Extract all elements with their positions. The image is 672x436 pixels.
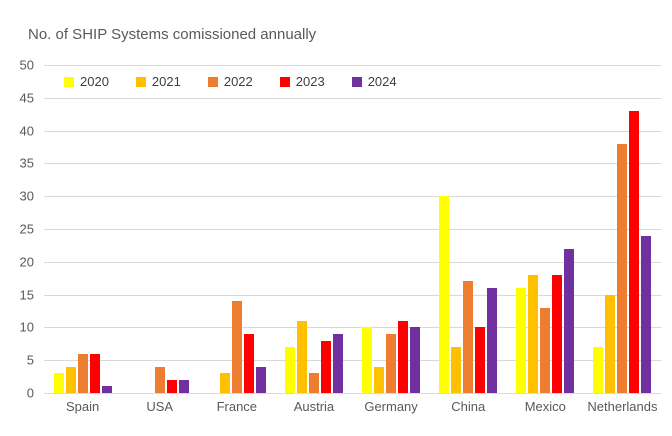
legend-item-2024: 2024 — [351, 74, 397, 89]
bar-mexico-2022 — [540, 307, 551, 393]
bar-netherlands-2021 — [605, 294, 616, 393]
legend-label-2023: 2023 — [295, 74, 325, 89]
bar-usa-2022 — [154, 366, 165, 393]
y-tick-label-0: 0 — [26, 385, 34, 401]
bar-china-2021 — [451, 347, 462, 393]
bar-netherlands-2024 — [641, 235, 652, 393]
bar-group-usa — [121, 65, 198, 393]
gridline-30 — [44, 196, 661, 198]
legend-item-2021: 2021 — [135, 74, 181, 89]
bar-netherlands-2023 — [629, 110, 640, 393]
y-tick-label-35: 35 — [19, 155, 34, 171]
bar-austria-2022 — [308, 373, 319, 393]
bar-france-2022 — [231, 301, 242, 393]
legend-label-2024: 2024 — [367, 74, 397, 89]
bar-mexico-2024 — [564, 248, 575, 393]
y-tick-label-15: 15 — [19, 287, 34, 303]
x-axis-label-austria: Austria — [293, 399, 335, 414]
bar-usa-2023 — [166, 379, 177, 393]
bar-china-2023 — [475, 327, 486, 393]
legend-label-2020: 2020 — [80, 74, 109, 89]
gridline-10 — [44, 327, 661, 329]
legend-item-2020: 2020 — [64, 74, 109, 89]
bar-group-china — [430, 65, 507, 393]
chart-title: No. of SHIP Systems comissioned annually — [28, 26, 317, 43]
y-tick-label-25: 25 — [19, 221, 34, 237]
legend-item-2022: 2022 — [207, 74, 253, 89]
gridline-45 — [44, 97, 661, 99]
bar-france-2024 — [255, 366, 266, 393]
gridline-15 — [44, 294, 661, 296]
bar-group-france — [198, 65, 275, 393]
bar-austria-2021 — [296, 320, 307, 393]
x-axis-label-netherlands: Netherlands — [587, 399, 658, 414]
bar-germany-2021 — [374, 366, 385, 393]
bar-spain-2023 — [89, 353, 100, 393]
bar-groups — [44, 65, 661, 393]
bar-group-spain — [44, 65, 121, 393]
legend-label-2022: 2022 — [223, 74, 253, 89]
y-tick-label-40: 40 — [19, 123, 34, 139]
gridline-35 — [44, 163, 661, 165]
bar-mexico-2020 — [516, 288, 527, 393]
x-axis-label-usa: USA — [146, 399, 174, 414]
y-tick-label-20: 20 — [19, 254, 34, 270]
y-tick-label-30: 30 — [19, 188, 34, 204]
x-axis-labels: Spain USA France Austria Germany China Mexico N… — [44, 399, 661, 414]
bar-spain-2024 — [101, 386, 112, 393]
gridline-40 — [44, 130, 661, 132]
bar-netherlands-2022 — [617, 143, 628, 393]
plot-area: 0 5 10 15 20 25 30 35 40 45 50 2020 2021 2022 2023 202… — [20, 58, 661, 401]
bar-germany-2020 — [362, 327, 373, 393]
bar-spain-2022 — [77, 353, 88, 393]
legend-swatch-2020 — [64, 76, 74, 87]
bar-austria-2020 — [284, 347, 295, 393]
x-axis-label-china: China — [451, 399, 486, 414]
legend-swatch-2024 — [351, 76, 362, 87]
legend: 2020 2021 2022 2023 2024 — [64, 74, 397, 89]
gridline-20 — [44, 261, 661, 263]
bar-usa-2024 — [178, 379, 189, 393]
gridline-5 — [44, 360, 661, 362]
legend-label-2021: 2021 — [151, 74, 181, 89]
bar-china-2020 — [439, 196, 450, 393]
bar-germany-2023 — [398, 320, 409, 393]
x-axis-label-mexico: Mexico — [524, 399, 566, 414]
y-tick-label-45: 45 — [19, 90, 34, 106]
bar-germany-2022 — [386, 333, 397, 393]
bar-spain-2021 — [65, 366, 76, 393]
bar-group-germany — [353, 65, 430, 393]
bar-group-netherlands — [584, 65, 661, 393]
x-axis-label-spain: Spain — [65, 399, 100, 414]
bar-mexico-2023 — [552, 274, 563, 393]
bar-netherlands-2020 — [593, 347, 604, 393]
gridline-25 — [44, 229, 661, 230]
legend-swatch-2023 — [279, 76, 290, 87]
gridline-0 — [44, 393, 661, 394]
x-axis-label-france: France — [216, 399, 258, 414]
bar-france-2023 — [243, 333, 254, 393]
bar-china-2022 — [463, 281, 474, 393]
y-tick-label-10: 10 — [19, 319, 34, 335]
bar-austria-2024 — [332, 333, 343, 393]
x-axis-label-germany: Germany — [364, 399, 418, 414]
bar-mexico-2021 — [528, 274, 539, 393]
legend-swatch-2022 — [207, 76, 218, 87]
bar-austria-2023 — [320, 340, 331, 393]
gridline-50 — [44, 65, 661, 66]
legend-item-2023: 2023 — [279, 74, 325, 89]
bar-germany-2024 — [410, 327, 421, 393]
bar-france-2021 — [219, 373, 230, 393]
bar-spain-2020 — [53, 373, 64, 393]
y-tick-label-5: 5 — [26, 352, 34, 368]
y-tick-label-50: 50 — [19, 57, 34, 73]
bar-china-2024 — [487, 288, 498, 393]
legend-swatch-2021 — [135, 76, 146, 87]
bar-group-mexico — [507, 65, 584, 393]
bar-group-austria — [275, 65, 352, 393]
